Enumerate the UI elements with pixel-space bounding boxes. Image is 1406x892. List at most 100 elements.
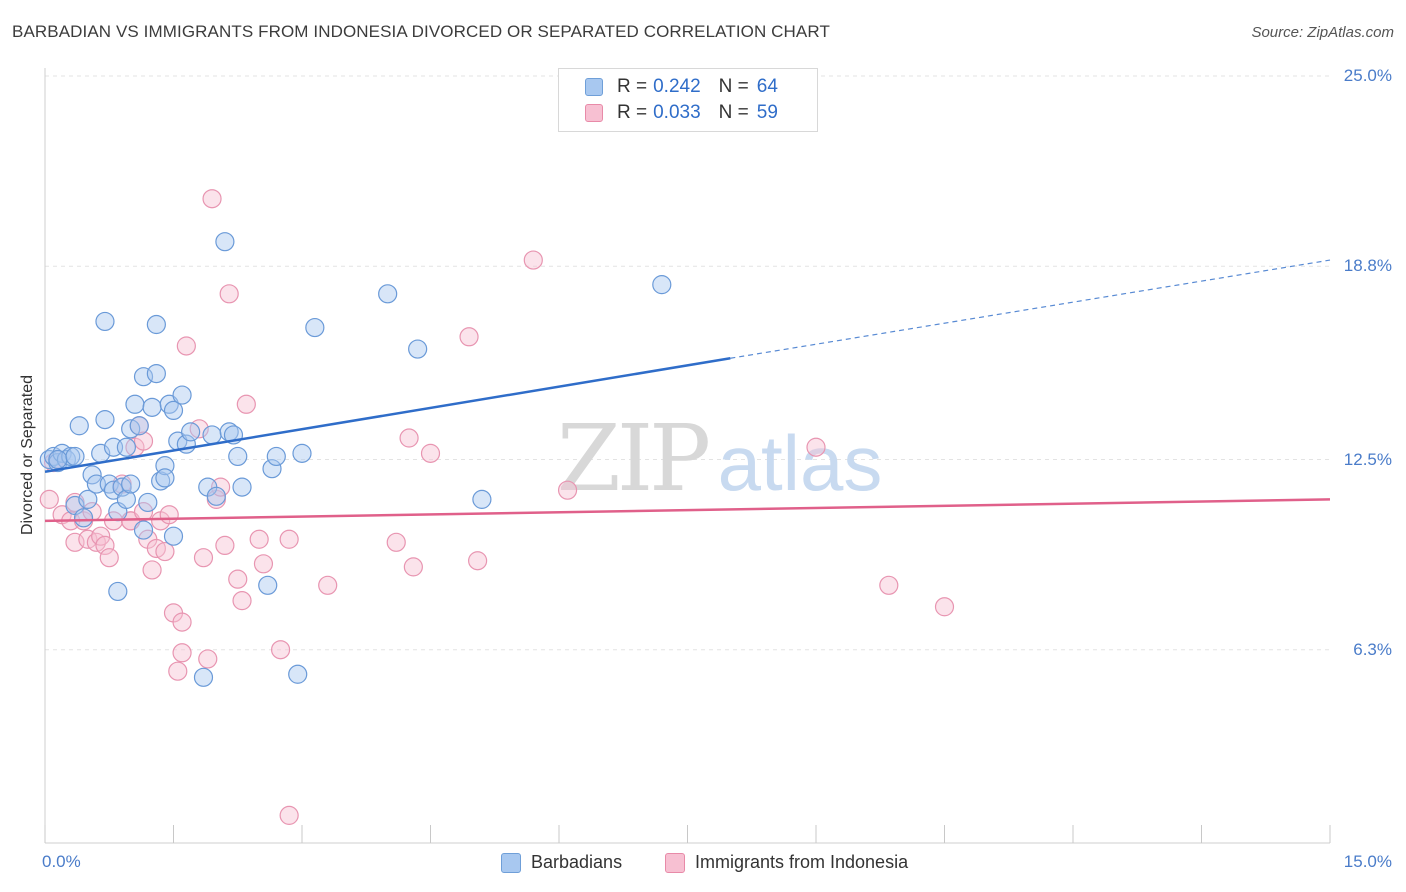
data-point-indonesia [172, 643, 192, 663]
y-tick-label: 18.8% [1343, 256, 1392, 276]
data-point-indonesia [99, 548, 119, 568]
data-point-indonesia [236, 394, 256, 414]
x-tick-min: 0.0% [42, 852, 81, 871]
data-point-indonesia [279, 805, 299, 825]
watermark: ZIP atlas [557, 405, 882, 512]
data-point-barbadians [146, 314, 166, 335]
bottom-legend-swatch-blue [501, 852, 521, 873]
legend-row-indonesia: R = 0.033 N = 59 [585, 100, 778, 126]
data-point-indonesia [168, 661, 188, 681]
data-point-indonesia [39, 489, 59, 509]
legend-r-label: R = [617, 76, 648, 97]
data-point-indonesia [399, 428, 419, 448]
data-point-indonesia [228, 569, 248, 589]
bottom-legend-label: Barbadians [531, 852, 623, 872]
data-point-indonesia [172, 612, 192, 632]
trend-line-indonesia [44, 498, 1331, 523]
data-point-barbadians [181, 422, 201, 442]
legend-n-value: 64 [756, 76, 778, 97]
data-point-indonesia [403, 557, 423, 577]
stats-legend: R = 0.242 N = 64 R = 0.033 N = 59 [558, 68, 818, 132]
data-point-barbadians [228, 446, 248, 467]
data-point-barbadians [266, 446, 286, 467]
data-point-barbadians [258, 575, 278, 595]
data-point-barbadians [408, 339, 428, 359]
data-point-indonesia [253, 554, 274, 574]
legend-swatch-blue [585, 78, 603, 96]
data-point-barbadians [472, 489, 492, 509]
data-point-barbadians [652, 275, 672, 295]
data-point-indonesia [159, 505, 179, 525]
watermark-zip: ZIP [557, 405, 708, 512]
data-point-barbadians [95, 311, 115, 332]
data-point-indonesia [523, 250, 543, 270]
series-barbadians-points [39, 232, 672, 687]
data-point-indonesia [420, 443, 441, 463]
data-point-indonesia [249, 529, 269, 549]
data-point-barbadians [288, 664, 308, 684]
x-tick-max: 15.0% [1343, 852, 1392, 871]
data-point-barbadians [69, 416, 89, 436]
data-point-indonesia [468, 551, 488, 571]
data-point-indonesia [219, 284, 239, 304]
chart-title: BARBADIAN VS IMMIGRANTS FROM INDONESIA D… [12, 22, 830, 41]
y-tick-label: 6.3% [1353, 639, 1392, 659]
bottom-legend-swatch-pink [665, 852, 685, 873]
data-point-indonesia [806, 437, 826, 457]
data-point-barbadians [378, 284, 398, 304]
data-point-indonesia [459, 327, 479, 347]
bottom-legend-label: Immigrants from Indonesia [695, 852, 909, 872]
data-point-barbadians [65, 446, 85, 467]
data-point-barbadians [82, 465, 102, 485]
trend-line-barbadians-extension [730, 259, 1331, 359]
legend-n-value: 59 [756, 102, 778, 123]
legend-row-barbadians: R = 0.242 N = 64 [585, 74, 778, 100]
y-tick-label: 12.5% [1343, 449, 1392, 469]
data-point-barbadians [193, 667, 214, 687]
data-point-indonesia [318, 575, 338, 595]
legend-n-label: N = [718, 76, 749, 97]
data-point-indonesia [142, 560, 162, 580]
data-point-barbadians [202, 425, 222, 445]
data-point-barbadians [48, 449, 68, 470]
data-point-barbadians [138, 492, 158, 513]
data-point-barbadians [206, 486, 226, 506]
data-point-indonesia [215, 535, 235, 556]
data-point-barbadians [172, 385, 192, 405]
data-point-indonesia [270, 640, 291, 660]
trend-lines [44, 259, 1331, 523]
data-point-indonesia [155, 541, 175, 562]
data-point-indonesia [176, 336, 196, 356]
data-point-indonesia [133, 431, 154, 451]
data-point-barbadians [305, 317, 325, 338]
legend-r-value: 0.033 [653, 102, 701, 123]
data-point-barbadians [95, 410, 115, 430]
data-point-barbadians [125, 394, 145, 414]
data-point-barbadians [232, 477, 252, 497]
y-tick-label: 25.0% [1343, 66, 1392, 85]
bottom-legend-indonesia: Immigrants from Indonesia [665, 852, 908, 873]
watermark-atlas: atlas [718, 419, 883, 507]
data-point-indonesia [279, 529, 299, 549]
data-point-indonesia [202, 189, 222, 209]
data-point-barbadians [155, 468, 175, 488]
data-point-barbadians [215, 232, 235, 252]
data-point-barbadians [262, 459, 282, 479]
data-point-barbadians [116, 437, 136, 457]
data-point-indonesia [232, 591, 252, 611]
legend-swatch-pink [585, 104, 603, 122]
data-point-barbadians [108, 581, 128, 602]
data-point-indonesia [95, 535, 115, 556]
legend-r-label: R = [617, 102, 648, 123]
data-point-indonesia [193, 548, 214, 568]
data-point-barbadians [116, 489, 136, 509]
data-point-indonesia [91, 526, 111, 546]
data-point-barbadians [292, 443, 312, 463]
data-point-barbadians [163, 526, 184, 546]
data-point-indonesia [879, 575, 899, 595]
data-point-barbadians [142, 397, 162, 417]
legend-n-label: N = [718, 102, 749, 123]
data-point-barbadians [73, 508, 94, 528]
legend-r-value: 0.242 [653, 76, 701, 97]
